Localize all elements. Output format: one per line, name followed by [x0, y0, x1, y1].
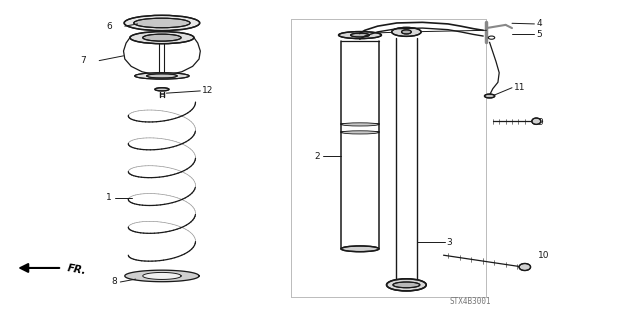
Ellipse shape	[532, 118, 541, 124]
Text: 4: 4	[536, 19, 542, 28]
Ellipse shape	[155, 88, 169, 91]
Ellipse shape	[135, 73, 189, 79]
Text: 9: 9	[538, 118, 543, 127]
Ellipse shape	[387, 279, 426, 291]
Text: 11: 11	[514, 83, 525, 92]
Ellipse shape	[341, 131, 379, 134]
Text: STX4B3001: STX4B3001	[449, 297, 492, 306]
Text: 3: 3	[446, 238, 452, 247]
Text: 5: 5	[536, 30, 542, 39]
Ellipse shape	[392, 27, 421, 36]
Text: 6: 6	[106, 22, 112, 31]
Text: 10: 10	[538, 251, 549, 260]
Ellipse shape	[401, 30, 412, 34]
Polygon shape	[125, 270, 199, 282]
Ellipse shape	[143, 34, 181, 41]
Ellipse shape	[341, 123, 379, 126]
Text: 8: 8	[111, 278, 117, 286]
Ellipse shape	[147, 74, 177, 78]
Ellipse shape	[130, 32, 194, 44]
Ellipse shape	[341, 246, 379, 252]
Polygon shape	[143, 272, 181, 279]
Text: 7: 7	[81, 56, 86, 65]
Text: FR.: FR.	[67, 263, 88, 276]
Ellipse shape	[519, 263, 531, 271]
Ellipse shape	[351, 33, 369, 37]
Text: 2: 2	[314, 152, 320, 161]
Ellipse shape	[134, 18, 190, 28]
Ellipse shape	[484, 94, 495, 98]
Ellipse shape	[124, 15, 200, 31]
Ellipse shape	[339, 32, 381, 39]
Ellipse shape	[393, 282, 420, 288]
Text: 1: 1	[106, 193, 112, 202]
Text: 12: 12	[202, 86, 213, 95]
